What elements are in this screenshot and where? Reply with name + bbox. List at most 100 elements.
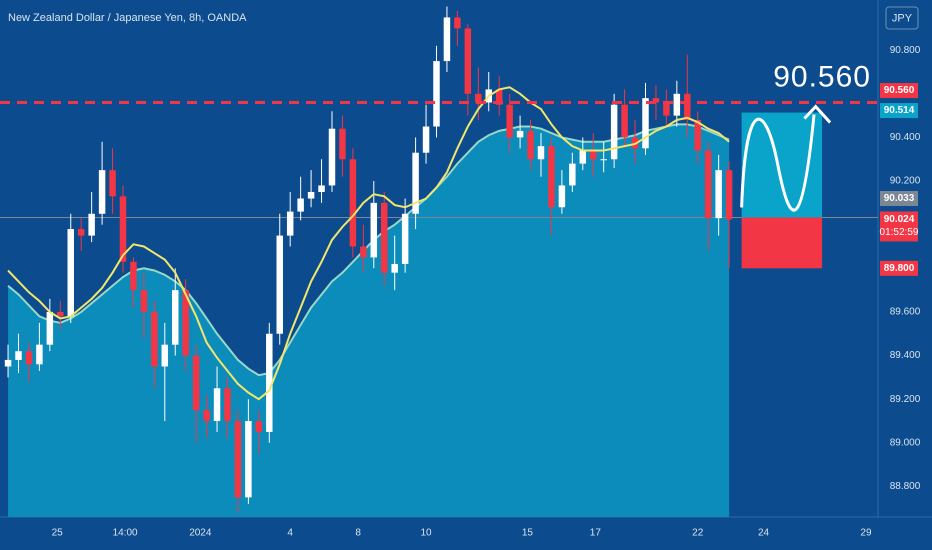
candle-body — [548, 146, 555, 208]
currency-button[interactable] — [885, 6, 919, 30]
last-price-label: 90.024 — [884, 214, 915, 225]
candle-body — [318, 185, 325, 192]
candle-body — [203, 410, 210, 422]
candle-body — [15, 351, 22, 360]
chart-title: New Zealand Dollar / Japanese Yen, 8h, O… — [8, 12, 247, 24]
candle-body — [307, 191, 315, 199]
x-tick-label: 25 — [52, 528, 64, 539]
candle-body — [422, 126, 430, 153]
target-line-tag-label: 90.560 — [884, 85, 915, 96]
y-tick-label: 90.400 — [890, 132, 921, 143]
x-tick-label: 2024 — [189, 528, 212, 539]
candle-body — [360, 246, 367, 258]
candle-body — [349, 159, 357, 247]
candle-body — [46, 311, 54, 345]
candle-body — [224, 388, 231, 422]
candle-body — [663, 102, 670, 116]
stop-tag-label: 89.800 — [884, 263, 915, 274]
candle-body — [234, 421, 242, 498]
candle-body — [297, 198, 304, 212]
candle-body — [642, 98, 649, 149]
candle-body — [245, 421, 252, 498]
candle-body — [381, 202, 388, 273]
candle-body — [67, 229, 74, 317]
x-tick-label: 8 — [355, 528, 361, 539]
candle-body — [694, 119, 701, 151]
candle-body — [715, 170, 722, 219]
candle-body — [370, 202, 378, 258]
slow-ma-area — [8, 124, 730, 518]
candle-body — [77, 229, 85, 236]
candle-body — [109, 170, 116, 197]
candle-body — [516, 130, 524, 138]
projection-curve — [740, 114, 816, 212]
target-tag-label: 90.514 — [884, 105, 915, 116]
candle-body — [569, 163, 576, 186]
x-tick-label: 17 — [590, 528, 602, 539]
candle-body — [266, 333, 273, 432]
x-tick-label: 24 — [758, 528, 770, 539]
stop-tag — [880, 260, 918, 276]
x-tick-label: 4 — [287, 528, 293, 539]
x-tick-label: 14:00 — [113, 528, 138, 539]
candle-body — [673, 93, 681, 116]
candle-body — [36, 344, 43, 365]
x-tick-label: 29 — [860, 528, 872, 539]
candle-body — [475, 93, 482, 103]
slow-ma-line — [7, 123, 730, 377]
candle-body — [25, 351, 33, 365]
candle-body — [98, 170, 106, 214]
last-price-tag — [880, 211, 918, 242]
candle-body — [161, 344, 169, 367]
y-tick-label: 89.200 — [890, 394, 921, 405]
candle-body — [590, 150, 597, 160]
x-tick-label: 22 — [692, 528, 704, 539]
candle-body — [558, 185, 566, 208]
candle-body — [4, 359, 12, 367]
candle-body — [255, 421, 263, 432]
y-tick-label: 90.800 — [890, 45, 921, 56]
target-tag — [880, 103, 918, 119]
candle-body — [57, 311, 64, 317]
candle-body — [151, 311, 158, 367]
candle-body — [610, 104, 618, 160]
y-tick-label: 90.200 — [890, 176, 921, 187]
candle-body — [276, 235, 283, 334]
candle-body — [725, 170, 733, 220]
candle-body — [652, 98, 660, 103]
candle-body — [537, 146, 545, 160]
candle-body — [182, 290, 189, 356]
candle-body — [192, 355, 200, 411]
candle-body — [130, 261, 137, 291]
candle-body — [433, 61, 440, 127]
plot-area — [0, 6, 878, 518]
candle-body — [579, 150, 587, 164]
candle-body — [213, 388, 221, 422]
candle-body — [119, 196, 127, 262]
y-tick-label: 88.800 — [890, 481, 921, 492]
x-tick-label: 10 — [420, 528, 432, 539]
candle-body — [600, 159, 607, 161]
projection-arrowhead — [803, 104, 832, 124]
candle-body — [464, 28, 472, 94]
candle-body — [391, 263, 398, 273]
x-tick-label: 15 — [522, 528, 534, 539]
y-tick-label: 89.400 — [890, 350, 921, 361]
candle-body — [443, 17, 451, 62]
target-annotation: 90.560 — [773, 60, 871, 93]
target-line-tag — [880, 83, 918, 99]
candle-body — [140, 290, 148, 312]
y-tick-label: 89.000 — [890, 437, 921, 448]
candle-body — [704, 150, 712, 219]
currency-button-label[interactable]: JPY — [892, 12, 913, 24]
loss-zone — [741, 217, 823, 269]
candle-body — [495, 89, 503, 105]
candle-body — [684, 93, 691, 120]
countdown-label: 01:52:59 — [880, 227, 919, 238]
fast-ma-line — [7, 86, 730, 401]
candle-body — [621, 104, 628, 138]
profit-zone — [741, 112, 823, 218]
candle-body — [339, 128, 346, 160]
